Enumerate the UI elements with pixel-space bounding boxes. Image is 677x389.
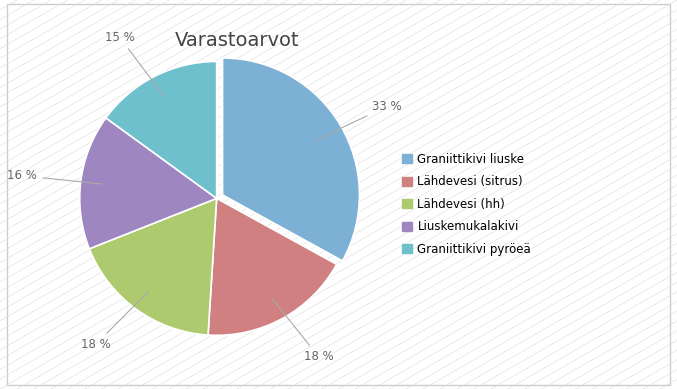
Wedge shape [80, 118, 217, 249]
Wedge shape [106, 61, 217, 198]
Text: 15 %: 15 % [105, 31, 164, 96]
Text: 18 %: 18 % [81, 291, 149, 351]
Text: 16 %: 16 % [7, 169, 102, 184]
Text: Varastoarvot: Varastoarvot [175, 31, 299, 50]
Wedge shape [208, 198, 336, 335]
Text: 33 %: 33 % [315, 100, 402, 140]
Text: 18 %: 18 % [272, 299, 334, 363]
Legend: Graniittikivi liuske, Lähdevesi (sitrus), Lähdevesi (hh), Liuskemukalakivi, Gran: Graniittikivi liuske, Lähdevesi (sitrus)… [399, 149, 535, 259]
Wedge shape [223, 58, 359, 261]
Wedge shape [89, 198, 217, 335]
